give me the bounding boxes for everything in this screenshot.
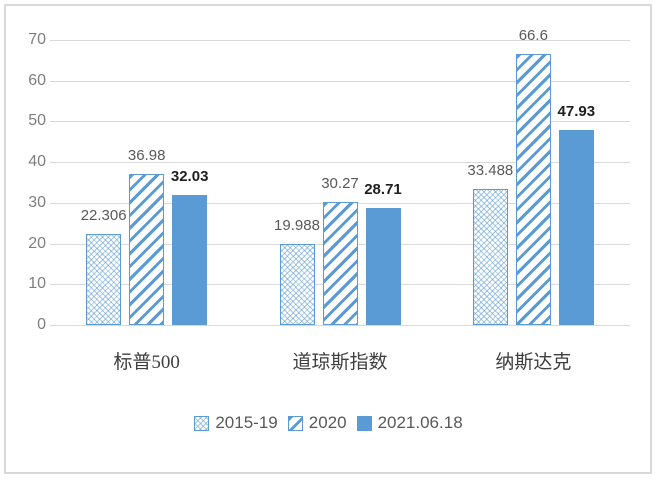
legend-label: 2015-19: [215, 413, 278, 432]
bar-value-label: 19.988: [274, 216, 320, 234]
legend-label: 2021.06.18: [377, 413, 463, 432]
gridline: [50, 40, 630, 41]
bar-2015-19-cat0: [86, 234, 122, 325]
gridline: [50, 162, 630, 164]
gridline: [50, 121, 630, 123]
gridline: [50, 80, 630, 82]
legend-swatch: [356, 415, 372, 431]
bar-2020-cat1: [322, 201, 358, 325]
legend-swatch: [194, 415, 210, 431]
y-axis-tick-label: 20: [28, 234, 46, 252]
y-axis-tick-label: 50: [28, 112, 46, 130]
bar-value-label: 36.98: [127, 147, 166, 165]
legend-label: 2020: [308, 413, 347, 432]
y-axis-tick-label: 0: [37, 316, 46, 333]
bar-value-label: 33.488: [467, 161, 514, 179]
bar-2021.06.18-cat1: [365, 208, 401, 325]
bar-2020-cat0: [129, 174, 165, 325]
bar-2015-19-cat1: [279, 243, 315, 325]
bar-2021.06.18-cat0: [172, 194, 208, 325]
bar-2015-19-cat2: [472, 188, 508, 325]
legend-item-2021.06.18: 2021.06.18: [356, 413, 463, 433]
legend: 2015-19 2020 2021.06.18: [0, 413, 657, 433]
x-axis-category-label: 标普500: [113, 352, 180, 373]
plot-area: 22.306 36.98 32.03 19.988 30.27 28.71 33.488 66…: [50, 27, 630, 326]
bar-value-label: 28.71: [364, 181, 402, 199]
x-axis-category-label: 纳斯达克: [495, 352, 572, 373]
bar-value-label: 30.27: [321, 174, 359, 192]
y-axis-tick-label: 70: [28, 31, 46, 48]
bar-value-label: 22.306: [80, 207, 127, 225]
bar-2020-cat2: [515, 53, 551, 325]
legend-item-2020: 2020: [287, 413, 347, 433]
y-axis-tick-label: 10: [28, 275, 46, 293]
bar-value-label: 47.93: [557, 102, 596, 120]
legend-swatch: [287, 415, 303, 431]
bar-value-label: 66.6: [518, 26, 548, 44]
bar-value-label: 32.03: [170, 167, 209, 185]
y-axis-tick-label: 30: [28, 193, 46, 211]
bar-2021.06.18-cat2: [558, 129, 594, 325]
x-axis-category-label: 道琼斯指数: [292, 352, 388, 373]
legend-item-2015-19: 2015-19: [194, 413, 278, 433]
gridline: [50, 325, 630, 326]
y-axis-tick-label: 60: [28, 71, 46, 89]
y-axis-tick-label: 40: [28, 153, 46, 171]
